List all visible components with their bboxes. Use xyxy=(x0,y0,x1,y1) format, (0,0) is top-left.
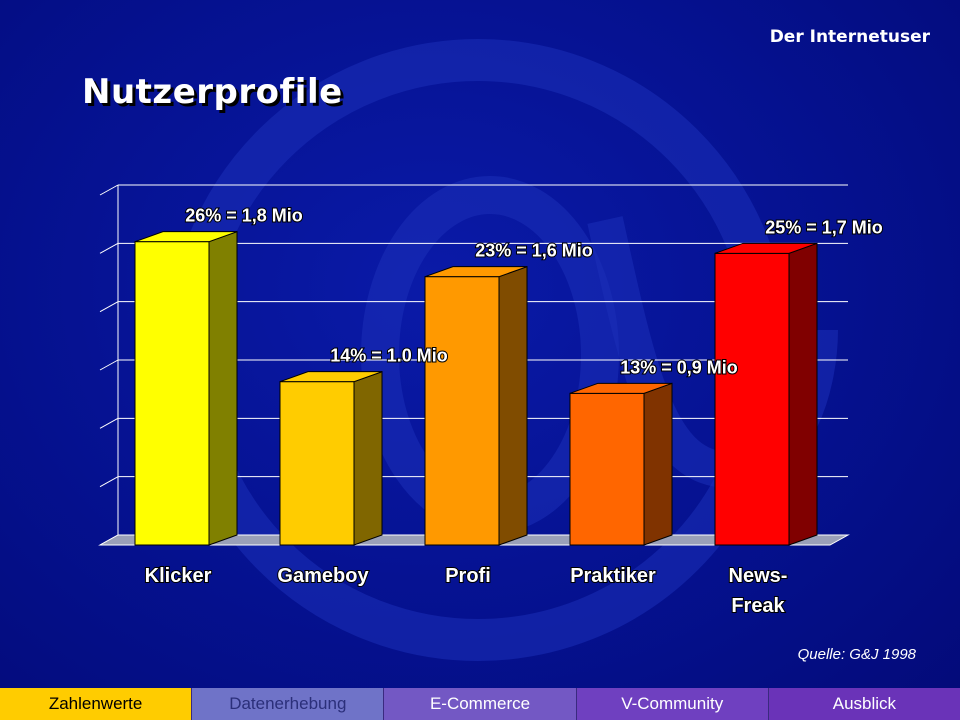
gridline-side xyxy=(99,184,119,196)
bar-front xyxy=(134,241,210,546)
data-label: 25% = 1,7 Mio xyxy=(765,217,883,237)
gridline-side xyxy=(99,476,119,488)
bar-2 xyxy=(424,265,528,546)
bar-front xyxy=(569,392,645,546)
data-label: 14% = 1.0 Mio xyxy=(330,346,448,366)
bar-side xyxy=(498,265,528,546)
bar-0 xyxy=(134,230,238,546)
chart-bars xyxy=(134,230,818,546)
bar-front xyxy=(424,276,500,546)
tab-datenerhebung[interactable]: Datenerhebung xyxy=(192,688,385,720)
chart-labels: 26% = 1,8 Mio Klicker 14% = 1.0 Mio Gameboy… xyxy=(144,205,884,618)
bar-4 xyxy=(714,242,818,546)
data-label: 23% = 1,6 Mio xyxy=(475,241,593,261)
bar-side xyxy=(643,382,673,546)
category-label: Klicker xyxy=(145,565,212,587)
bar-1 xyxy=(279,370,383,546)
category-label: News-Freak xyxy=(729,565,788,617)
category-label: Praktiker xyxy=(570,565,656,587)
bar-top xyxy=(424,266,528,278)
bar-top xyxy=(279,371,383,383)
source-note: Quelle: G&J 1998 xyxy=(797,646,916,663)
bar-side xyxy=(788,242,818,546)
bar-top xyxy=(569,382,673,394)
gridline-side xyxy=(99,301,119,313)
section-title: Der Internetuser xyxy=(769,27,930,47)
category-label: Gameboy xyxy=(277,565,369,587)
page-title: Nutzerprofile xyxy=(82,72,343,112)
bar-side xyxy=(353,370,383,546)
bar-front xyxy=(279,381,355,546)
bar-top xyxy=(714,242,818,254)
bar-front xyxy=(714,252,790,546)
bar-side xyxy=(208,230,238,546)
tab-e-commerce[interactable]: E-Commerce xyxy=(384,688,577,720)
gridline-side xyxy=(99,242,119,254)
gridline-side xyxy=(99,359,119,371)
bar-3 xyxy=(569,382,673,546)
gridline-side xyxy=(99,417,119,429)
data-label: 26% = 1,8 Mio xyxy=(185,206,303,226)
bar-top xyxy=(134,231,238,243)
category-label: Profi xyxy=(445,565,491,587)
data-label: 13% = 0,9 Mio xyxy=(620,357,738,377)
tab-v-community[interactable]: V-Community xyxy=(576,688,769,720)
tab-ausblick[interactable]: Ausblick xyxy=(768,688,960,720)
tab-zahlenwerte[interactable]: Zahlenwerte xyxy=(0,688,193,720)
bottom-navigation: Zahlenwerte Datenerhebung E-Commerce V-C… xyxy=(0,688,960,720)
